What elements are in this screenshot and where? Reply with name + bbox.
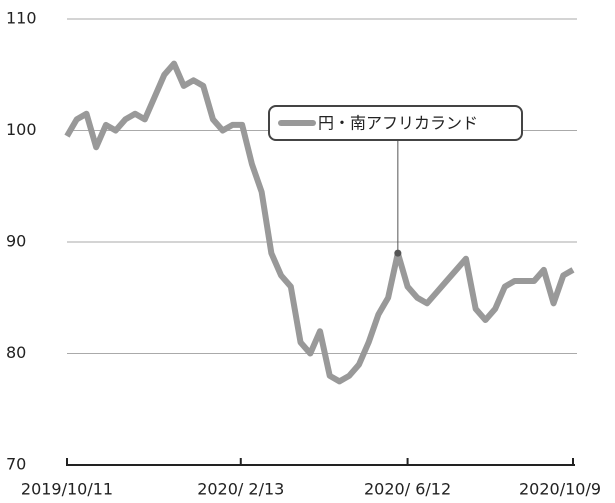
x-tick-label: 2020/10/9: [519, 480, 601, 499]
y-tick-label: 100: [6, 120, 37, 139]
x-tick-label: 2020/ 2/13: [197, 480, 284, 499]
y-tick-label: 80: [6, 343, 26, 362]
x-tick-label: 2020/ 6/12: [364, 480, 451, 499]
y-tick-label: 110: [6, 9, 37, 28]
line: [64, 60, 575, 385]
y-tick-label: 90: [6, 232, 26, 251]
legend-label: 円・南アフリカランド: [318, 114, 478, 133]
legend-box: [268, 105, 523, 141]
y-tick-label: 70: [6, 455, 26, 474]
callout-point: [394, 249, 402, 257]
x-tick-label: 2019/10/11: [21, 480, 113, 499]
